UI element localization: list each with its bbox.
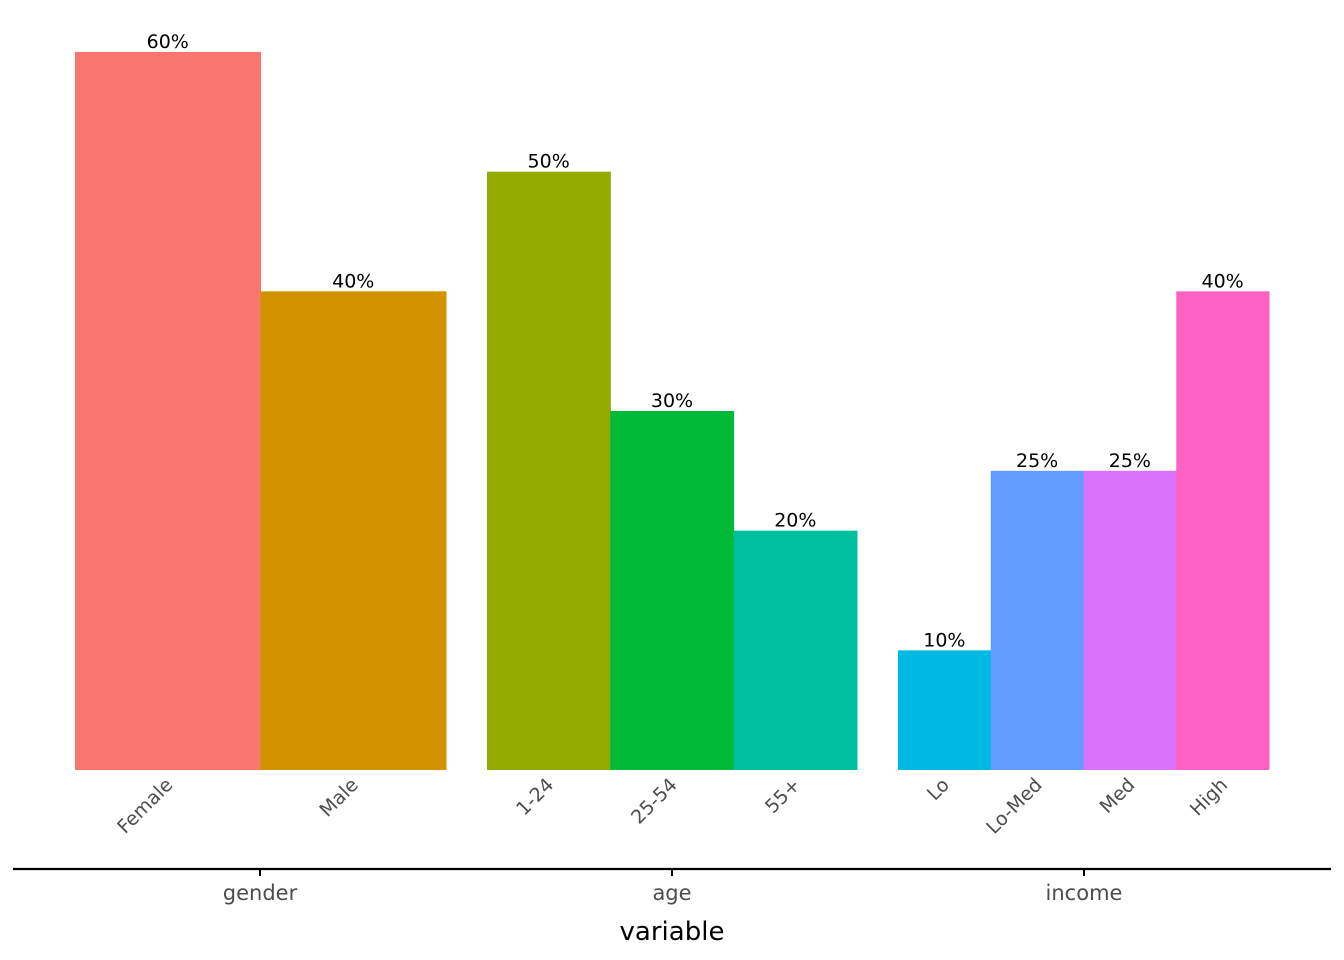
tick-label-lo: Lo [923, 774, 954, 805]
group-label-age: age [652, 881, 691, 905]
bar-age-25-54 [610, 411, 735, 770]
bar-income-lo-med [990, 470, 1084, 770]
category-tick-labels: Female Male 1-24 25-54 55+ Lo Lo-Med Med High [113, 774, 1232, 839]
value-label-med: 25% [1109, 450, 1151, 472]
tick-label-female: Female [113, 774, 177, 838]
bars-layer [75, 52, 1270, 770]
tick-label-25-54: 25-54 [627, 774, 682, 829]
bar-gender-female [75, 52, 261, 770]
tick-label-1-24: 1-24 [512, 774, 558, 820]
tick-label-med: Med [1095, 774, 1139, 818]
bar-income-lo [898, 650, 992, 770]
value-label-high: 40% [1202, 270, 1244, 292]
tick-label-high: High [1186, 774, 1232, 820]
value-label-1-24: 50% [528, 151, 570, 173]
bar-gender-male [260, 291, 447, 770]
value-label-25-54: 30% [651, 390, 693, 412]
group-label-gender: gender [223, 881, 298, 905]
x-axis-title: variable [620, 917, 725, 947]
value-labels-layer: 60% 40% 50% 30% 20% 10% 25% 25% 40% [147, 31, 1244, 651]
tick-label-lo-med: Lo-Med [982, 774, 1047, 839]
group-label-income: income [1046, 881, 1123, 905]
tick-label-male: Male [315, 774, 362, 821]
value-label-lo-med: 25% [1016, 450, 1058, 472]
group-axis-labels: gender age income [223, 869, 1123, 905]
bar-income-med [1083, 470, 1177, 770]
bar-age-55- [733, 530, 858, 770]
bar-age-1-24 [487, 171, 611, 770]
value-label-male: 40% [332, 270, 374, 292]
tick-label-55-: 55+ [761, 774, 805, 818]
value-label-female: 60% [147, 31, 189, 53]
value-label-lo: 10% [923, 629, 965, 651]
bar-income-high [1176, 291, 1270, 770]
value-label-55-: 20% [774, 510, 816, 532]
